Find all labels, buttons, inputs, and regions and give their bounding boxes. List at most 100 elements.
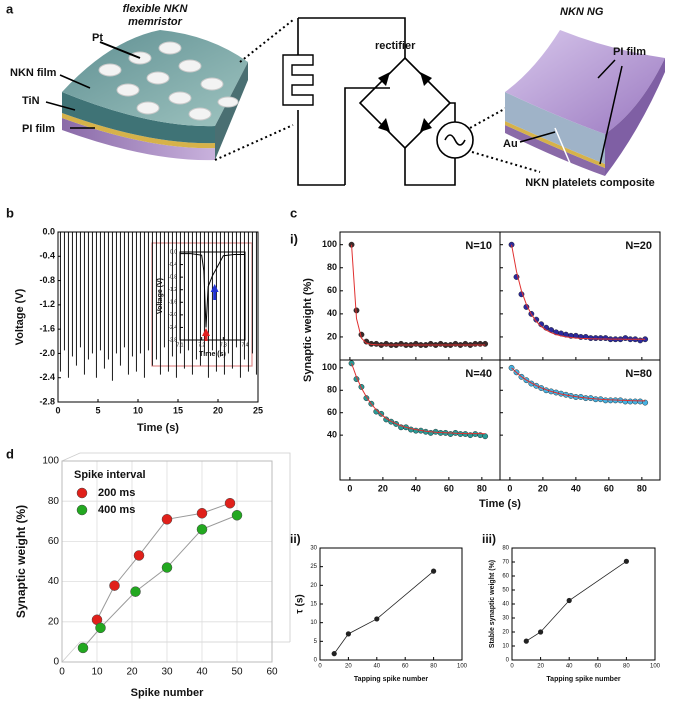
x-tick-label: 5	[95, 405, 100, 415]
circuit	[214, 17, 541, 186]
point	[566, 597, 572, 604]
point	[374, 616, 380, 622]
x-tick-label: 7.3	[220, 342, 227, 348]
y-tick-label: 20	[502, 630, 509, 636]
plot-frame	[499, 359, 661, 481]
x-tick-label: 60	[266, 667, 278, 678]
memristor-device	[45, 30, 248, 161]
x-tick-label: 0	[55, 405, 60, 415]
y-tick-label: 100	[322, 362, 337, 372]
x-tick-label: 20	[213, 405, 223, 415]
y-tick-label: 15	[310, 602, 317, 608]
point	[538, 629, 544, 635]
y-axis-label: Voltage (V)	[157, 278, 164, 314]
x-tick-label: 10	[133, 405, 143, 415]
point	[622, 335, 629, 341]
plot-frame	[179, 251, 246, 341]
plot-frame	[57, 231, 259, 403]
y-axis-label: Stable synaptic weight (%)	[489, 560, 496, 648]
y-axis-label: Voltage (V)	[14, 288, 26, 345]
x-tick-label: 25	[253, 405, 263, 415]
x-tick-label: 100	[457, 664, 468, 670]
arrow	[204, 336, 208, 341]
plot-frame	[511, 547, 656, 661]
point	[363, 338, 370, 345]
y-tick-label: 60	[327, 285, 337, 295]
x-tick-label: 100	[650, 664, 661, 670]
point	[627, 398, 634, 405]
fit-line	[511, 244, 646, 340]
x-tick-label: 30	[161, 667, 173, 678]
point	[447, 431, 454, 437]
x-tick-label: 20	[537, 664, 544, 670]
y-tick-label: 20	[310, 583, 317, 589]
line	[180, 253, 245, 328]
annotation: N=20	[625, 240, 652, 252]
y-tick-label: 100	[42, 456, 59, 467]
x-tick-label: 10	[91, 667, 103, 678]
point	[109, 580, 120, 591]
fit-line	[351, 363, 486, 435]
diagram-label: PI film	[22, 123, 55, 135]
y-tick-label: 40	[48, 576, 60, 587]
diagram-label: NKN platelets composite	[525, 177, 655, 189]
y-tick-label: -0.8	[39, 275, 55, 285]
point	[623, 558, 630, 564]
x-tick-label: 20	[345, 664, 352, 670]
point	[482, 340, 489, 347]
y-tick-label: 80	[327, 385, 337, 395]
point	[348, 360, 355, 367]
fit-line	[351, 244, 486, 346]
point	[95, 622, 106, 634]
point	[602, 397, 609, 404]
y-tick-label: -0.4	[168, 262, 177, 268]
y-axis-label: Synaptic weight (%)	[302, 278, 314, 382]
legend-marker	[76, 504, 88, 516]
point	[637, 337, 644, 344]
x-tick-label: 50	[231, 667, 243, 678]
y-axis-label: Synaptic weight (%)	[14, 505, 28, 618]
x-tick-label: 40	[373, 664, 380, 670]
x-axis-label: Tapping spike number	[354, 676, 428, 683]
diagram-title: flexible NKN	[123, 3, 189, 15]
y-tick-label: 50	[502, 588, 509, 594]
x-tick-label: 60	[604, 483, 614, 493]
x-tick-label: 40	[196, 667, 208, 678]
panel-label: c	[290, 205, 297, 220]
y-tick-label: 0	[314, 658, 318, 664]
ng-device	[505, 30, 665, 176]
y-tick-label: 100	[322, 239, 337, 249]
point	[477, 340, 484, 347]
point	[133, 550, 145, 561]
diagram-label: rectifier	[375, 40, 416, 52]
x-tick-label: 20	[126, 667, 138, 678]
diode	[378, 72, 432, 132]
y-tick-label: -2.0	[39, 348, 55, 358]
y-tick-label: 20	[327, 331, 337, 341]
legend-marker	[76, 487, 88, 499]
point	[457, 431, 464, 437]
y-tick-label: 10	[310, 620, 317, 626]
x-tick-label: 40	[566, 664, 573, 670]
point	[231, 510, 243, 521]
x-tick-label: 15	[173, 405, 183, 415]
y-tick-label: 0.0	[42, 226, 55, 236]
x-tick-label: 0	[318, 664, 322, 670]
x-tick-label: 60	[444, 483, 454, 493]
y-tick-label: 60	[502, 574, 509, 580]
y-tick-label: -1.6	[39, 324, 55, 334]
annotation: N=80	[625, 368, 652, 380]
y-tick-label: -1.2	[39, 299, 55, 309]
point	[462, 340, 469, 347]
y-tick-label: 70	[502, 560, 509, 566]
x-tick-label: 0	[507, 483, 512, 493]
diagram-label: Pt	[92, 32, 103, 44]
panel-label: i)	[290, 231, 298, 246]
annotation: N=10	[465, 240, 492, 252]
x-axis-label: Time (s)	[199, 351, 226, 358]
y-tick-label: 40	[327, 430, 337, 440]
point	[431, 568, 437, 574]
fit-line	[511, 367, 646, 402]
point	[637, 398, 644, 405]
diagram-label: NKN film	[10, 67, 57, 79]
